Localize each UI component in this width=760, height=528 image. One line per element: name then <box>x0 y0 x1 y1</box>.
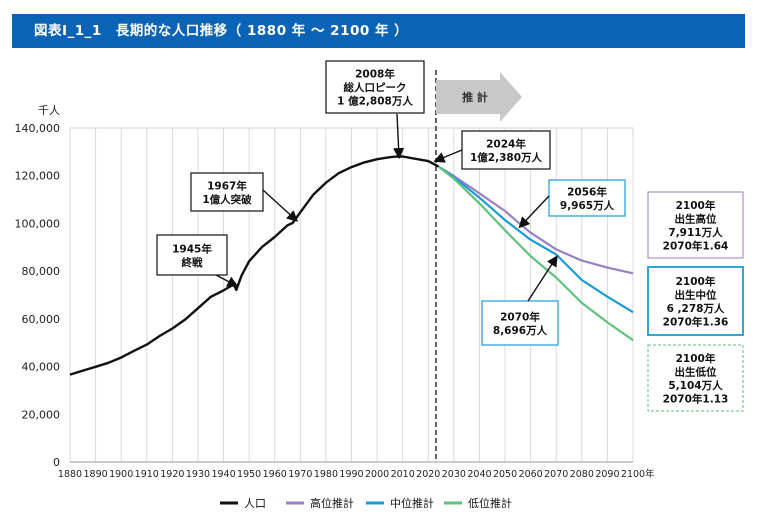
x-tick-label: 2030 <box>442 469 466 480</box>
annotation-arrow <box>518 195 550 229</box>
y-tick-label: 120,000 <box>15 170 61 183</box>
annotation-arrow <box>527 255 558 302</box>
annotation-text: 2100年 <box>676 275 716 288</box>
annotation-frame <box>190 172 264 212</box>
x-tick-label: 1970 <box>288 469 312 480</box>
x-tick-label: 2100 <box>621 469 645 480</box>
projection-label: 推 計 <box>462 90 488 104</box>
annotation-text: 終戦 <box>182 256 203 269</box>
annotation-text: 2070年1.36 <box>663 315 729 328</box>
series-line-1 <box>437 165 634 275</box>
x-tick-label: 2070 <box>544 469 568 480</box>
annotation-text: 2070年1.64 <box>663 239 729 252</box>
annotation-text: 出生高位 <box>675 212 717 225</box>
annotation-frame <box>647 266 744 336</box>
x-tick-label: 2090 <box>595 469 619 480</box>
annotation-arrow <box>393 113 405 160</box>
annotation-text: 7,911万人 <box>668 226 723 239</box>
series-line-2 <box>437 165 634 314</box>
y-axis-label: 千人 <box>38 104 60 117</box>
annotation-arrow <box>262 189 299 222</box>
x-axis-label: 年 <box>645 468 655 480</box>
x-tick-label: 2060 <box>519 469 543 480</box>
annotation-text: 2056年 <box>567 185 607 198</box>
x-tick-label: 2020 <box>416 469 440 480</box>
annotation-text: 9,965万人 <box>560 199 615 212</box>
annotation-frame <box>647 191 744 259</box>
annotation-text: 5,104万人 <box>668 379 723 392</box>
annotation-frame <box>548 179 626 217</box>
x-tick-label: 1900 <box>109 469 133 480</box>
legend-label-3: 低位推計 <box>468 496 512 510</box>
y-tick-label: 140,000 <box>15 122 61 135</box>
annotation-text: 1 億2,808万人 <box>337 95 413 108</box>
annotation-arrow <box>433 149 463 163</box>
x-tick-label: 1910 <box>135 469 159 480</box>
annotation-frame <box>325 60 425 114</box>
x-tick-label: 1880 <box>58 469 82 480</box>
legend-label-1: 高位推計 <box>310 496 354 510</box>
y-tick-label: 80,000 <box>22 265 61 278</box>
annotation-text: 出生低位 <box>675 365 717 378</box>
annotation-text: 2070年 <box>500 310 540 323</box>
x-tick-label: 1990 <box>339 469 363 480</box>
annotation-text: 2100年 <box>676 352 716 365</box>
annotation-text: 2100年 <box>676 199 716 212</box>
x-tick-label: 2040 <box>467 469 491 480</box>
x-tick-label: 2000 <box>365 469 389 480</box>
annotation-text: 1億人突破 <box>202 193 252 206</box>
series-line-0 <box>69 155 440 376</box>
annotation-frame <box>481 300 559 346</box>
annotation-frame <box>647 344 744 412</box>
annotation-text: 2070年1.13 <box>663 392 729 405</box>
y-tick-label: 60,000 <box>22 313 61 326</box>
chart-title: 図表Ⅰ_1_1 長期的な人口推移（ 1880 年 〜 2100 年 ） <box>12 14 745 48</box>
y-tick-label: 40,000 <box>22 361 61 374</box>
series-line-3 <box>437 165 634 342</box>
y-tick-label: 0 <box>53 456 60 469</box>
annotation-frame <box>461 130 551 170</box>
x-tick-label: 1960 <box>263 469 287 480</box>
x-tick-label: 1940 <box>211 469 235 480</box>
y-tick-label: 100,000 <box>15 217 61 230</box>
y-tick-label: 20,000 <box>22 408 61 421</box>
x-tick-label: 1950 <box>237 469 261 480</box>
x-tick-label: 1980 <box>314 469 338 480</box>
x-tick-label: 1930 <box>186 469 210 480</box>
x-tick-label: 1890 <box>83 469 107 480</box>
annotation-text: 2024年 <box>486 137 526 150</box>
annotation-text: 出生中位 <box>675 288 717 301</box>
annotation-text: 総人口ピーク <box>344 81 407 94</box>
annotation-text: 1億2,380万人 <box>470 151 543 164</box>
x-tick-label: 2010 <box>391 469 415 480</box>
annotation-arrow <box>215 274 239 287</box>
annotation-text: 8,696万人 <box>493 324 548 337</box>
legend-label-0: 人口 <box>244 497 266 510</box>
x-tick-label: 2080 <box>570 469 594 480</box>
projection-arrow <box>436 72 522 122</box>
annotation-text: 1945年 <box>172 242 212 255</box>
legend-label-2: 中位推計 <box>390 496 434 510</box>
annotation-text: 1967年 <box>207 179 247 192</box>
annotation-text: 6 ,278万人 <box>667 302 725 315</box>
x-tick-label: 1920 <box>160 469 184 480</box>
annotation-text: 2008年 <box>355 68 395 81</box>
x-tick-label: 2050 <box>493 469 517 480</box>
annotation-frame <box>156 234 228 276</box>
